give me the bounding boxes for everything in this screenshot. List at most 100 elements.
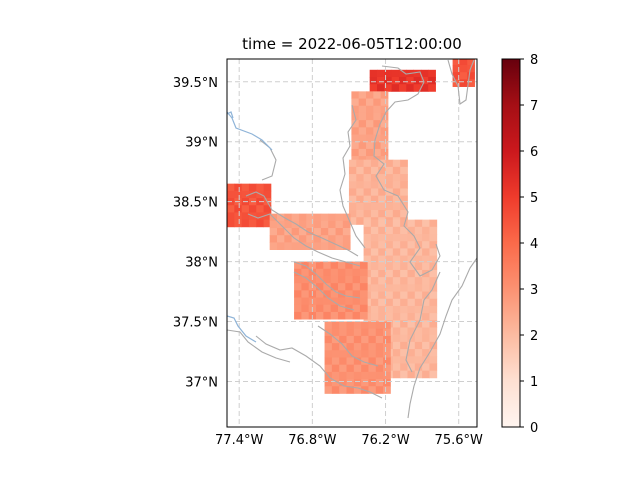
data-cell-region-8 <box>375 371 384 380</box>
data-cell-region-8 <box>331 364 340 373</box>
data-cell-region-7 <box>359 268 368 277</box>
data-cell-region-8 <box>353 379 362 387</box>
data-cell-region-5 <box>298 220 307 229</box>
data-cell-region-8 <box>353 386 362 394</box>
data-cell-region-4 <box>241 205 250 213</box>
data-cell-region-2 <box>366 134 374 143</box>
data-cell-region-6 <box>407 320 416 328</box>
data-cell-region-3 <box>385 181 394 189</box>
data-cell-region-3 <box>356 188 364 197</box>
data-cell-region-5 <box>342 235 351 243</box>
data-cell-region-0 <box>384 76 393 85</box>
coastline-rappahannock-south <box>293 271 355 311</box>
data-cell-region-7 <box>323 283 332 291</box>
data-cell-region-8 <box>346 321 355 330</box>
data-cell-region-2 <box>366 91 374 99</box>
data-cell-region-3 <box>385 195 394 204</box>
data-cell-region-6 <box>400 234 408 242</box>
data-cell-region-5 <box>298 242 307 250</box>
data-cell-region-0 <box>398 69 407 78</box>
lat-tick-label: 38.5°N <box>173 196 218 211</box>
data-cell-region-8 <box>361 357 369 366</box>
data-cell-region-8 <box>368 328 377 337</box>
data-cell-region-6 <box>400 219 408 228</box>
data-cell-region-7 <box>352 304 361 313</box>
data-cell-region-6 <box>400 298 408 307</box>
data-cell-region-6 <box>378 262 386 271</box>
data-cell-region-8 <box>375 328 384 337</box>
data-cell-region-8 <box>368 371 377 380</box>
data-cell-region-6 <box>385 226 394 235</box>
data-cell-region-6 <box>400 334 408 343</box>
coastline-james <box>255 335 383 399</box>
data-cell-region-6 <box>392 363 401 372</box>
data-cell-region-4 <box>227 219 235 228</box>
data-cell-region-7 <box>294 311 302 320</box>
data-cell-region-6 <box>422 363 430 372</box>
data-cell-region-5 <box>306 220 314 229</box>
data-cell-region-6 <box>429 313 438 321</box>
data-cell-region-6 <box>363 219 372 228</box>
data-cell-region-3 <box>363 195 372 204</box>
data-cell-region-5 <box>277 242 285 250</box>
data-cell-region-7 <box>345 290 354 298</box>
data-cell-region-5 <box>313 228 322 236</box>
data-cell-region-6 <box>414 356 423 364</box>
data-cell-region-8 <box>331 328 340 337</box>
data-cell-region-8 <box>361 343 369 351</box>
data-cell-region-4 <box>241 183 250 192</box>
data-cell-region-5 <box>313 220 322 229</box>
data-cell-region-2 <box>358 127 367 135</box>
data-cell-region-7 <box>316 304 324 313</box>
data-cell-region-6 <box>392 277 401 285</box>
data-cell-region-2 <box>366 98 374 107</box>
data-cell-region-8 <box>324 335 333 344</box>
data-cell-region-3 <box>356 195 364 204</box>
data-cell-region-8 <box>346 371 355 380</box>
data-cell-region-3 <box>363 166 372 175</box>
coastline-potomac-south <box>247 213 361 267</box>
data-cell-region-5 <box>306 228 314 236</box>
data-cell-region-6 <box>407 298 416 307</box>
data-cell-region-3 <box>356 174 364 182</box>
data-cell-region-6 <box>422 349 430 357</box>
data-cell-region-6 <box>392 349 401 357</box>
data-cell-region-4 <box>234 212 243 221</box>
data-cell-region-2 <box>358 91 367 99</box>
data-cell-region-8 <box>368 386 377 394</box>
data-cell-region-6 <box>400 248 408 256</box>
data-cell-region-6 <box>370 305 379 314</box>
data-cell-region-6 <box>400 341 408 350</box>
data-cell-region-6 <box>370 248 379 256</box>
data-cell-region-7 <box>316 290 324 298</box>
data-cell-region-6 <box>422 255 430 264</box>
data-cell-region-7 <box>294 275 302 284</box>
data-cell-region-8 <box>368 364 377 373</box>
data-cell-region-7 <box>323 261 332 270</box>
data-cell-region-6 <box>385 262 394 271</box>
data-cell-region-5 <box>328 213 336 222</box>
lon-tick-label: 77.4°W <box>215 433 263 448</box>
data-cell-region-3 <box>378 181 386 189</box>
data-cell-region-6 <box>392 262 401 271</box>
data-cell-region-8 <box>331 343 340 351</box>
data-cell-region-4 <box>263 212 272 221</box>
data-cell-region-6 <box>422 269 430 278</box>
data-cell-region-2 <box>358 148 367 157</box>
data-cell-region-6 <box>422 370 430 379</box>
data-cell-region-5 <box>284 220 293 229</box>
data-cell-region-6 <box>429 241 438 249</box>
latitude-axis: 39.5°N 39°N 38.5°N 38°N 37.5°N 37°N <box>173 76 218 391</box>
data-cell-region-8 <box>346 357 355 366</box>
data-cell-region-6 <box>407 226 416 235</box>
data-cell-region-3 <box>348 210 357 218</box>
data-cell-region-7 <box>316 275 324 284</box>
data-cell-region-6 <box>422 334 430 343</box>
data-cell-region-6 <box>407 370 416 379</box>
data-cell-region-6 <box>392 248 401 256</box>
data-cell-region-8 <box>331 386 340 394</box>
data-cell-region-3 <box>370 181 379 189</box>
data-cell-region-0 <box>377 69 385 78</box>
data-cell-region-8 <box>375 343 384 351</box>
data-cell-region-8 <box>339 328 347 337</box>
